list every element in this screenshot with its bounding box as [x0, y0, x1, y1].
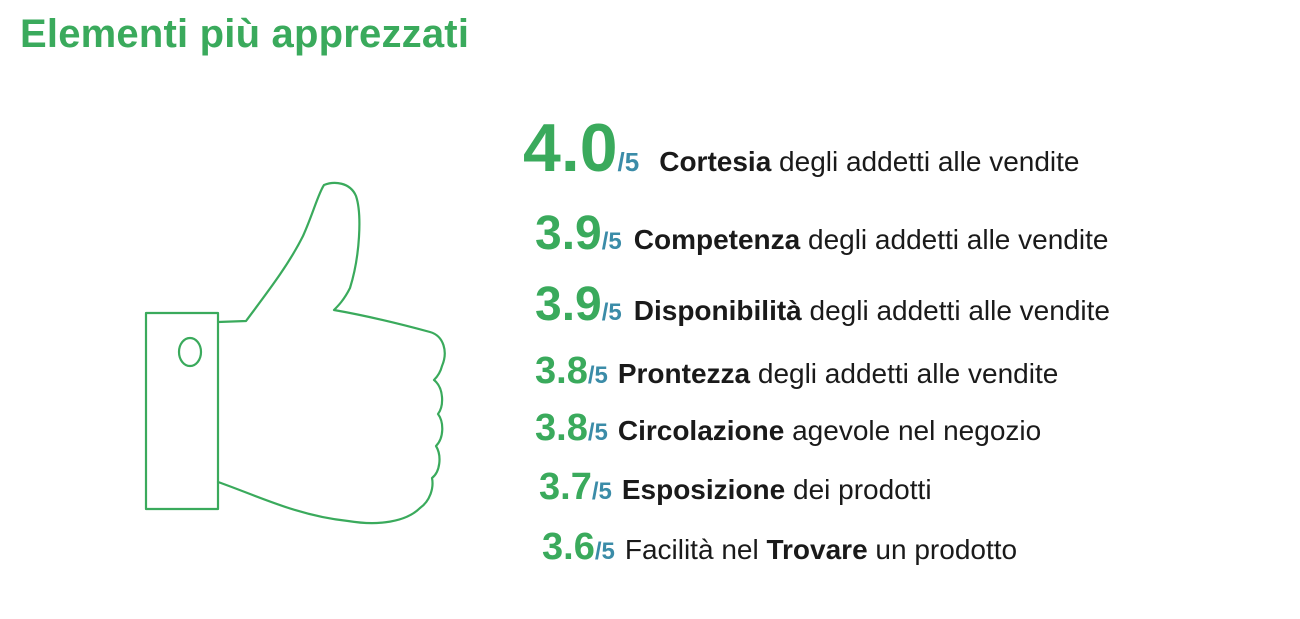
rating-denominator: /5: [601, 228, 622, 255]
rating-item-disponibilita: 3.9 /5 Disponibilità degli addetti alle …: [535, 281, 1110, 329]
rating-denominator: /5: [594, 538, 615, 565]
page-title: Elementi più apprezzati: [20, 12, 470, 56]
rating-label: Circolazione agevole nel negozio: [617, 415, 1042, 446]
rating-label: Facilità nel Trovare un prodotto: [624, 534, 1018, 565]
rating-score: 3.9: [535, 278, 602, 331]
rating-item-prontezza: 3.8 /5 Prontezza degli addetti alle vend…: [535, 352, 1058, 390]
rating-label: Esposizione dei prodotti: [621, 474, 932, 505]
rating-label: Competenza degli addetti alle vendite: [633, 224, 1109, 255]
rating-item-competenza: 3.9 /5 Competenza degli addetti alle ven…: [535, 210, 1108, 258]
rating-item-facilita: 3.6 /5 Facilità nel Trovare un prodotto: [542, 528, 1017, 566]
rating-score: 3.7: [539, 466, 592, 508]
rating-score: 3.8: [535, 407, 588, 449]
rating-denominator: /5: [601, 299, 622, 326]
rating-label: Cortesia degli addetti alle vendite: [659, 146, 1080, 177]
rating-denominator: /5: [587, 362, 608, 389]
rating-denominator: /5: [617, 147, 640, 177]
thumbs-up-icon: [144, 181, 446, 525]
rating-score: 4.0: [523, 110, 618, 186]
rating-label: Prontezza degli addetti alle vendite: [617, 358, 1059, 389]
rating-score: 3.9: [535, 207, 602, 260]
rating-item-circolazione: 3.8 /5 Circolazione agevole nel negozio: [535, 409, 1041, 447]
rating-score: 3.8: [535, 350, 588, 392]
rating-label: Disponibilità degli addetti alle vendite: [633, 295, 1110, 326]
rating-item-esposizione: 3.7 /5 Esposizione dei prodotti: [539, 468, 932, 506]
rating-score: 3.6: [542, 526, 595, 568]
rating-denominator: /5: [587, 419, 608, 446]
rating-item-cortesia: 4.0 /5 Cortesia degli addetti alle vendi…: [523, 114, 1079, 182]
rating-denominator: /5: [591, 478, 612, 505]
